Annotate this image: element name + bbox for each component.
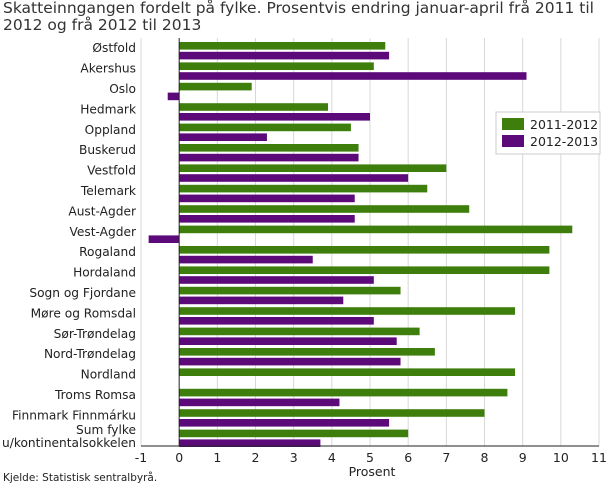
x-tick-label: 3 — [290, 450, 298, 465]
bar-series2 — [179, 174, 409, 182]
category-labels: Østfold Akershus Oslo Hedmark Oppland Buskeru… — [2, 41, 137, 450]
bar-series2 — [179, 317, 374, 325]
category-label: Aust-Agder — [68, 204, 137, 218]
bar-series2 — [179, 398, 340, 407]
bar-series1 — [179, 42, 386, 50]
bar-series2 — [179, 296, 344, 305]
x-tick-label: 7 — [442, 450, 450, 465]
bar-series2 — [179, 51, 390, 60]
legend-swatch — [502, 135, 524, 147]
category-label: Akershus — [80, 62, 136, 76]
bar-series1 — [179, 144, 359, 152]
category-label: Sør-Trøndelag — [54, 327, 136, 341]
bar-series2 — [179, 215, 355, 223]
x-tick-label: 2 — [252, 450, 260, 465]
bar-series1 — [179, 103, 329, 111]
x-tick-labels: -1 0 1 2 3 4 5 6 7 8 9 10 11 — [135, 450, 607, 465]
bar-series2 — [179, 255, 313, 264]
x-tick-label: 0 — [175, 450, 183, 465]
category-label: Nordland — [81, 368, 136, 382]
bars — [148, 42, 573, 447]
bar-series1 — [179, 348, 435, 356]
legend-label: 2011-2012 — [530, 117, 598, 132]
category-label: Finnmark Finnmárku — [12, 408, 136, 422]
x-tick-label: 8 — [481, 450, 489, 465]
bar-series1 — [179, 307, 516, 315]
bar-series2 — [167, 92, 180, 101]
category-label: Sogn og Fjordane — [29, 286, 136, 300]
x-tick-label: 1 — [213, 450, 221, 465]
legend-label: 2012-2013 — [530, 134, 598, 149]
bar-series2 — [179, 133, 267, 141]
bar-series2 — [179, 439, 321, 447]
bar-series1 — [179, 388, 508, 397]
category-label: Oslo — [109, 82, 136, 96]
category-label: Rogaland — [79, 245, 136, 259]
category-label: Vest-Agder — [70, 225, 137, 239]
bar-series1 — [179, 368, 516, 376]
x-tick-label: 9 — [519, 450, 527, 465]
bar-series1 — [179, 205, 470, 213]
category-label: Troms Romsa — [54, 388, 136, 402]
category-label: Møre og Romsdal — [31, 306, 136, 320]
category-label: Oppland — [85, 123, 136, 137]
category-label: Vestfold — [87, 164, 136, 178]
chart-title: Skatteinngangen fordelt på fylke. Prosen… — [3, 0, 594, 34]
bar-series1 — [179, 164, 447, 172]
category-label: Østfold — [92, 41, 136, 55]
x-tick-label: 4 — [328, 450, 336, 465]
x-tick-label: 5 — [366, 450, 374, 465]
x-tick-label: -1 — [135, 450, 147, 465]
x-tick-label: 6 — [404, 450, 412, 465]
legend: 2011-2012 2012-2013 — [495, 111, 601, 155]
bar-series1 — [179, 184, 428, 193]
category-label: Hedmark — [80, 102, 137, 116]
bar-series1 — [179, 409, 485, 417]
bar-series1 — [179, 123, 351, 132]
legend-swatch — [502, 118, 524, 130]
x-tick-label: 10 — [553, 450, 569, 465]
bar-series1 — [179, 327, 420, 336]
category-label: Buskerud — [79, 143, 136, 157]
bar-series2 — [179, 72, 527, 80]
x-axis-label: Prosent — [349, 464, 396, 479]
bar-series2 — [179, 113, 370, 121]
source-note: Kjelde: Statistisk sentralbyrå. — [3, 472, 158, 484]
bar-series1 — [179, 429, 409, 438]
category-label: Hordaland — [73, 266, 136, 280]
x-tick-label: 11 — [591, 450, 607, 465]
bar-series2 — [179, 337, 397, 345]
bar-series2 — [179, 357, 401, 366]
bar-series2 — [179, 419, 390, 427]
bar-series1 — [179, 286, 401, 295]
bar-series2 — [179, 194, 355, 203]
category-label: Nord-Trøndelag — [44, 347, 136, 361]
bar-series1 — [179, 62, 374, 70]
bar-series2 — [179, 153, 359, 162]
bar-series1 — [179, 266, 550, 274]
category-label: Sum fylke u/kontinentalsokkelen — [2, 423, 136, 450]
category-label: Telemark — [80, 184, 137, 198]
bar-series2 — [148, 235, 180, 243]
bar-series1 — [179, 246, 550, 254]
bar-series1 — [179, 82, 252, 91]
gridlines — [140, 38, 600, 446]
bar-series1 — [179, 225, 573, 234]
bar-series2 — [179, 276, 374, 284]
